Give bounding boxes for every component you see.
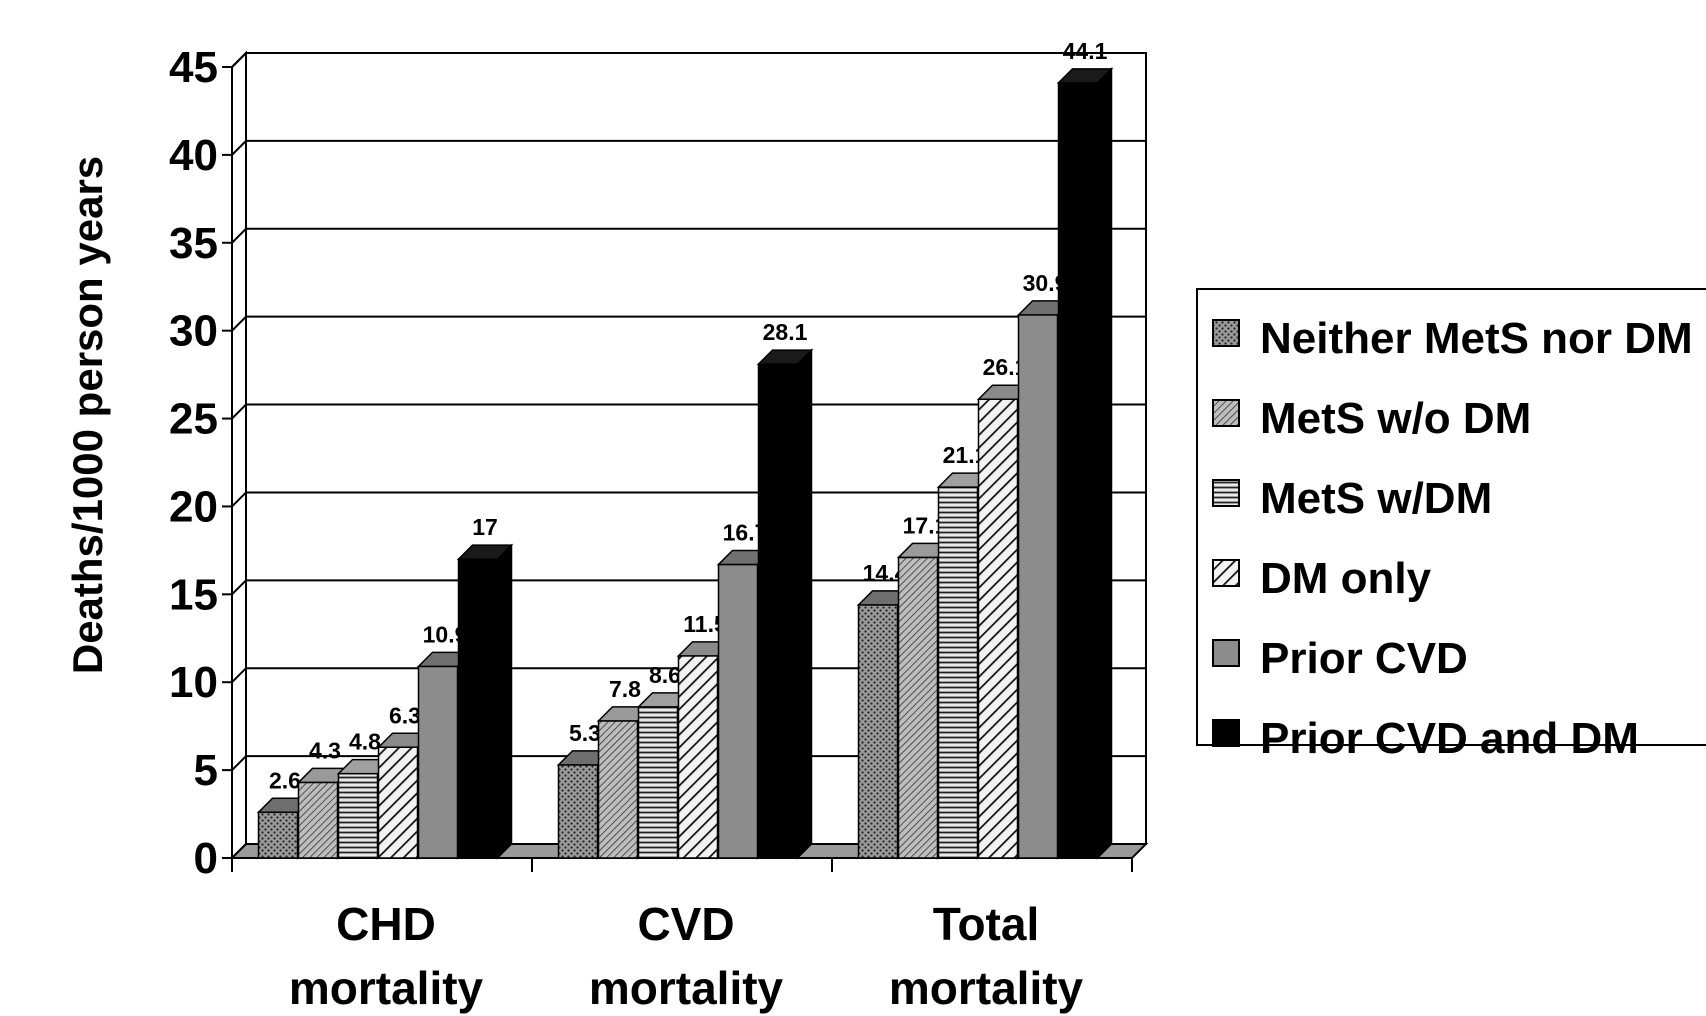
gridline [231, 403, 1146, 420]
gridline [231, 579, 1146, 596]
x-category-label: CVD [637, 898, 734, 950]
bar [977, 398, 1019, 859]
legend-swatch [1212, 559, 1240, 587]
x-category-label: mortality [289, 962, 484, 1014]
bar-side [1096, 67, 1113, 860]
x-category-label: mortality [889, 962, 1084, 1014]
bar [337, 772, 379, 859]
y-tick-label: 40 [169, 131, 218, 180]
bar-side [496, 543, 513, 860]
y-tick-label: 0 [194, 834, 218, 883]
legend-swatch [1212, 719, 1240, 747]
gridline [231, 52, 1146, 68]
y-tick-label: 20 [169, 482, 218, 531]
bar-top [756, 349, 814, 365]
legend-label: Neither MetS nor DM [1260, 314, 1693, 363]
bar [557, 764, 599, 859]
bar [597, 720, 639, 859]
bar [1057, 82, 1099, 859]
y-tick-label: 25 [169, 395, 218, 444]
bar-side [796, 348, 813, 860]
bar [257, 811, 299, 859]
legend-label: Prior CVD [1260, 634, 1468, 683]
x-category-label: Total [933, 898, 1039, 950]
bar [937, 486, 979, 859]
data-label: 28.1 [763, 319, 808, 345]
data-label: 6.3 [389, 702, 421, 728]
gridline [231, 667, 1146, 683]
data-label: 4.3 [309, 737, 341, 763]
bar [297, 781, 339, 859]
legend-swatch [1212, 639, 1240, 667]
bar-top [1056, 68, 1114, 84]
data-label: 5.3 [569, 720, 601, 746]
y-tick-label: 30 [169, 307, 218, 356]
bar [377, 746, 419, 859]
data-label: 8.6 [649, 662, 681, 688]
gridline [231, 315, 1146, 332]
bar-top [456, 544, 514, 560]
legend-label: MetS w/DM [1260, 474, 1492, 523]
gridline [231, 227, 1146, 244]
data-label: 2.6 [269, 767, 301, 793]
bar [757, 363, 799, 859]
plot-side-wall [231, 50, 247, 861]
y-tick-label: 45 [169, 43, 218, 92]
bar [457, 558, 499, 859]
bar [677, 655, 719, 859]
legend-box [1196, 288, 1706, 746]
y-tick-label: 15 [169, 570, 218, 619]
y-tick-label: 5 [194, 746, 218, 795]
gridline [231, 139, 1146, 156]
bar [717, 563, 759, 859]
y-tick-label: 10 [169, 658, 218, 707]
y-axis-title: Deaths/1000 person years [64, 156, 111, 674]
bar [897, 556, 939, 859]
x-category-label: CHD [336, 898, 436, 950]
data-label: 7.8 [609, 676, 641, 702]
legend-label: DM only [1260, 554, 1432, 603]
bar [637, 706, 679, 859]
y-tick-label: 35 [169, 219, 218, 268]
data-label: 44.1 [1063, 38, 1108, 64]
legend: Neither MetS nor DM MetS w/o DM MetS w/DM D… [1196, 288, 1706, 763]
legend-swatch [1212, 479, 1240, 507]
bar [1017, 314, 1059, 859]
gridline [231, 755, 1146, 771]
x-category-label: mortality [589, 962, 784, 1014]
legend-swatch [1212, 399, 1240, 427]
data-label: 17 [472, 514, 498, 540]
bar [417, 665, 459, 859]
gridline [231, 491, 1146, 508]
legend-label: MetS w/o DM [1260, 394, 1531, 443]
bar [857, 604, 899, 859]
plot-area: 0 5 10 15 20 25 30 35 40 45 CHD mortality 2.6 4.3 4.8 6… [169, 38, 1149, 1014]
data-label: 4.8 [349, 729, 381, 755]
legend-swatch [1212, 319, 1240, 347]
legend-label: Prior CVD and DM [1260, 714, 1639, 763]
